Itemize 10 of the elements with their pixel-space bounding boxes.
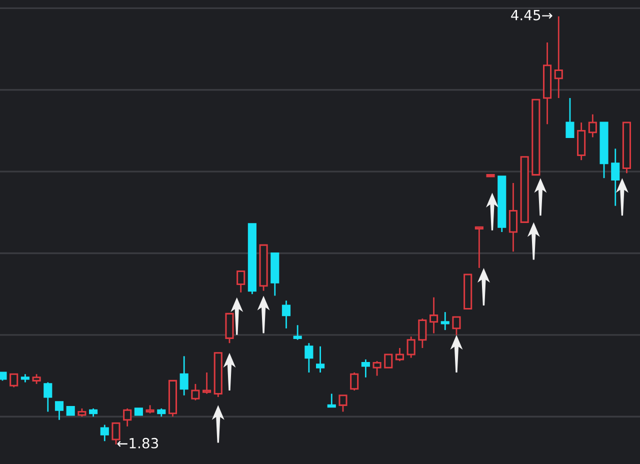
annotation: 4.45→ (511, 10, 552, 20)
annotation: ←1.83 (117, 438, 158, 448)
candlestick (554, 16, 563, 99)
candlestick (180, 355, 188, 396)
candlestick (440, 311, 450, 331)
candlestick (282, 300, 291, 330)
candlestick (611, 148, 620, 207)
candlestick (508, 182, 518, 252)
candlestick (429, 296, 438, 334)
candlestick (542, 42, 552, 125)
